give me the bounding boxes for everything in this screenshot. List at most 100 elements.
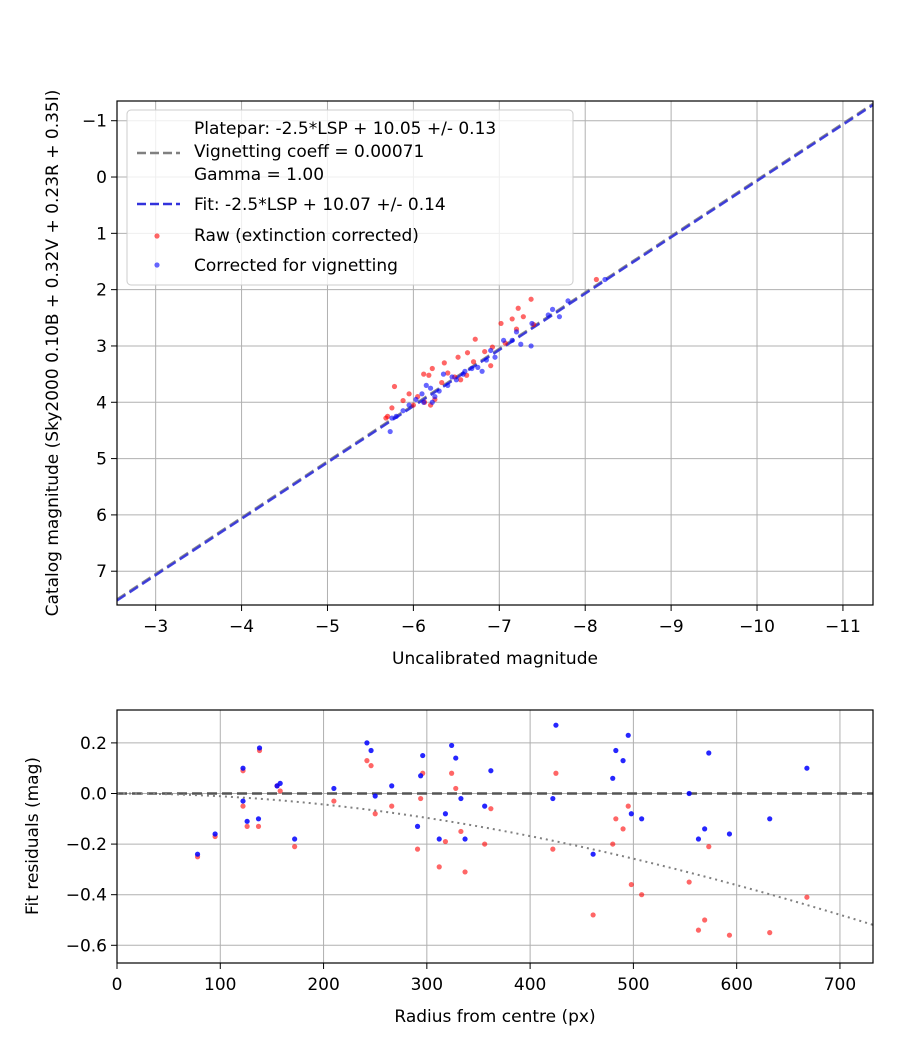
corrected-point bbox=[421, 399, 427, 405]
corrected-residual-point bbox=[277, 780, 283, 786]
raw-residual-point bbox=[610, 841, 616, 847]
raw-residual-point bbox=[620, 826, 626, 832]
top-y-tick-label: 0 bbox=[96, 168, 107, 188]
corrected-point bbox=[528, 343, 534, 349]
raw-residual-point bbox=[414, 846, 421, 852]
corrected-point bbox=[400, 408, 406, 414]
corrected-residual-point bbox=[372, 793, 378, 799]
corrected-point bbox=[389, 415, 395, 421]
corrected-residual-point bbox=[364, 740, 370, 746]
top-plot-frame bbox=[116, 100, 874, 606]
raw-residual-point bbox=[726, 932, 733, 938]
corrected-residual-point bbox=[613, 747, 619, 754]
top-y-tick-label: 4 bbox=[96, 393, 107, 413]
bottom-plot-frame bbox=[116, 709, 874, 964]
corrected-point bbox=[488, 347, 494, 354]
bottom-x-tick-label: 500 bbox=[617, 975, 649, 995]
corrected-point bbox=[445, 382, 451, 388]
bottom-x-tick-label: 400 bbox=[514, 975, 546, 995]
raw-residual-point bbox=[702, 917, 708, 923]
top-x-tick-label: −8 bbox=[573, 617, 598, 637]
corrected-point bbox=[545, 312, 551, 318]
raw-point bbox=[439, 379, 445, 386]
corrected-point bbox=[432, 394, 438, 400]
raw-residual-point bbox=[244, 823, 250, 829]
raw-residual-point bbox=[767, 930, 773, 936]
bottom-x-axis-label: Radius from centre (px) bbox=[394, 1007, 595, 1027]
corrected-residual-point bbox=[458, 795, 464, 802]
corrected-point bbox=[602, 276, 608, 283]
corrected-residual-point bbox=[625, 732, 631, 738]
raw-point bbox=[406, 391, 412, 397]
raw-residual-point bbox=[389, 803, 395, 809]
raw-residual-point bbox=[639, 892, 645, 898]
corrected-residual-point bbox=[368, 747, 374, 754]
corrected-residual-point bbox=[620, 758, 626, 764]
raw-point bbox=[400, 397, 406, 404]
raw-point bbox=[426, 372, 432, 378]
corrected-point bbox=[427, 385, 434, 391]
raw-residual-point bbox=[331, 798, 337, 804]
corrected-point bbox=[453, 377, 459, 383]
corrected-point bbox=[509, 337, 515, 343]
corrected-residual-point bbox=[244, 818, 250, 824]
corrected-residual-point bbox=[449, 742, 455, 749]
corrected-point bbox=[462, 368, 468, 374]
raw-point bbox=[464, 350, 471, 356]
corrected-residual-point bbox=[331, 785, 337, 792]
corrected-residual-point bbox=[639, 816, 645, 822]
corrected-point bbox=[479, 368, 485, 374]
top-x-tick-label: −11 bbox=[825, 617, 861, 637]
corrected-point bbox=[406, 402, 412, 408]
corrected-residual-point bbox=[686, 790, 692, 797]
corrected-residual-point bbox=[418, 773, 424, 779]
raw-residual-point bbox=[613, 816, 619, 822]
corrected-residual-point bbox=[550, 795, 556, 802]
corrected-point bbox=[556, 314, 563, 320]
top-x-tick-label: −4 bbox=[229, 617, 254, 637]
legend-fit-label: Fit: -2.5*LSP + 10.07 +/- 0.14 bbox=[194, 195, 446, 215]
bottom-x-tick-label: 300 bbox=[411, 975, 443, 995]
raw-residual-point bbox=[368, 763, 374, 769]
bottom-y-axis-label: Fit residuals (mag) bbox=[23, 757, 43, 915]
raw-residual-point bbox=[628, 881, 634, 888]
raw-residual-point bbox=[418, 795, 424, 802]
raw-residual-point bbox=[453, 785, 459, 792]
raw-point bbox=[470, 359, 477, 365]
top-x-tick-label: −5 bbox=[315, 617, 340, 637]
legend-raw-label: Raw (extinction corrected) bbox=[194, 226, 419, 246]
corrected-residual-point bbox=[462, 836, 468, 842]
raw-residual-point bbox=[706, 844, 712, 850]
corrected-point bbox=[483, 357, 490, 363]
corrected-point bbox=[393, 413, 399, 419]
corrected-residual-point bbox=[194, 851, 201, 857]
raw-point bbox=[441, 360, 447, 366]
bottom-y-tick-label: 0.0 bbox=[80, 784, 107, 804]
corrected-point bbox=[475, 364, 481, 370]
top-y-tick-label: 3 bbox=[96, 337, 107, 357]
legend-gamma-label: Gamma = 1.00 bbox=[194, 165, 324, 185]
corrected-point bbox=[387, 428, 393, 435]
top-y-tick-label: 2 bbox=[96, 281, 107, 301]
legend-box bbox=[126, 109, 574, 286]
corrected-residual-point bbox=[610, 775, 616, 781]
raw-residual-point bbox=[482, 841, 488, 847]
top-y-tick-label: 1 bbox=[96, 224, 107, 244]
bottom-x-tick-label: 100 bbox=[204, 975, 236, 995]
bottom-reference-lines bbox=[116, 792, 874, 926]
corrected-residual-point bbox=[414, 823, 421, 829]
corrected-point bbox=[500, 337, 507, 343]
corrected-point bbox=[529, 320, 535, 327]
raw-residual-point bbox=[364, 758, 370, 764]
raw-point bbox=[498, 320, 504, 327]
raw-residual-point bbox=[277, 788, 283, 794]
corrected-point bbox=[565, 298, 571, 304]
raw-point bbox=[593, 276, 599, 283]
raw-point bbox=[528, 296, 534, 302]
raw-point bbox=[383, 415, 389, 421]
corrected-residual-point bbox=[292, 836, 298, 842]
corrected-residual-point bbox=[389, 783, 395, 789]
raw-point bbox=[455, 354, 461, 360]
top-x-axis-label: Uncalibrated magnitude bbox=[392, 649, 598, 669]
corrected-residual-point bbox=[240, 798, 246, 804]
